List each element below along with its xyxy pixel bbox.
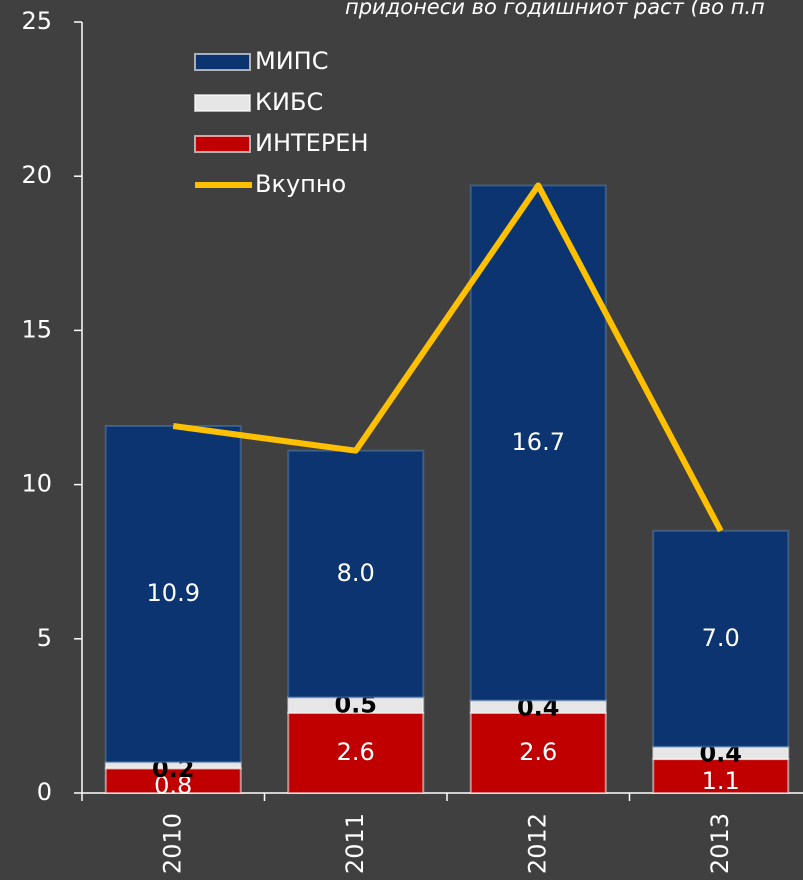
y-tick-label: 5	[37, 624, 52, 652]
data-label: 1.1	[702, 767, 740, 795]
x-tick-label: 2012	[523, 813, 551, 874]
bar-segment	[652, 529, 790, 748]
legend-label: МИПС	[255, 47, 328, 75]
bar-segment	[104, 425, 242, 764]
data-label: 0.8	[154, 772, 192, 800]
legend-label: КИБС	[255, 88, 323, 116]
legend-swatch	[194, 135, 251, 153]
chart-title: придонеси во годишниот раст (во п.п	[345, 0, 765, 19]
bar-segment	[104, 767, 242, 795]
data-label: 7.0	[702, 624, 740, 652]
legend-label: Вкупно	[255, 170, 346, 198]
legend-swatch	[194, 53, 251, 71]
bar-segment	[469, 711, 607, 794]
x-tick-label: 2011	[341, 813, 369, 874]
y-tick-label: 15	[21, 315, 52, 343]
data-label: 2.6	[519, 738, 557, 766]
bar-segment	[652, 758, 790, 794]
data-label: 8.0	[337, 559, 375, 587]
total-line	[172, 182, 724, 533]
bar-segment	[287, 449, 425, 699]
legend-swatch	[194, 94, 251, 112]
bar-segment	[287, 711, 425, 794]
y-tick-label: 25	[21, 7, 52, 35]
y-tick-label: 0	[37, 778, 52, 806]
x-tick-label: 2013	[706, 813, 734, 874]
data-label: 16.7	[512, 428, 565, 456]
data-label: 10.9	[147, 579, 200, 607]
data-label: 2.6	[337, 738, 375, 766]
legend-label: ИНТЕРЕН	[255, 129, 369, 157]
x-tick-label: 2010	[158, 813, 186, 874]
y-tick-label: 10	[21, 470, 52, 498]
y-tick-label: 20	[21, 161, 52, 189]
